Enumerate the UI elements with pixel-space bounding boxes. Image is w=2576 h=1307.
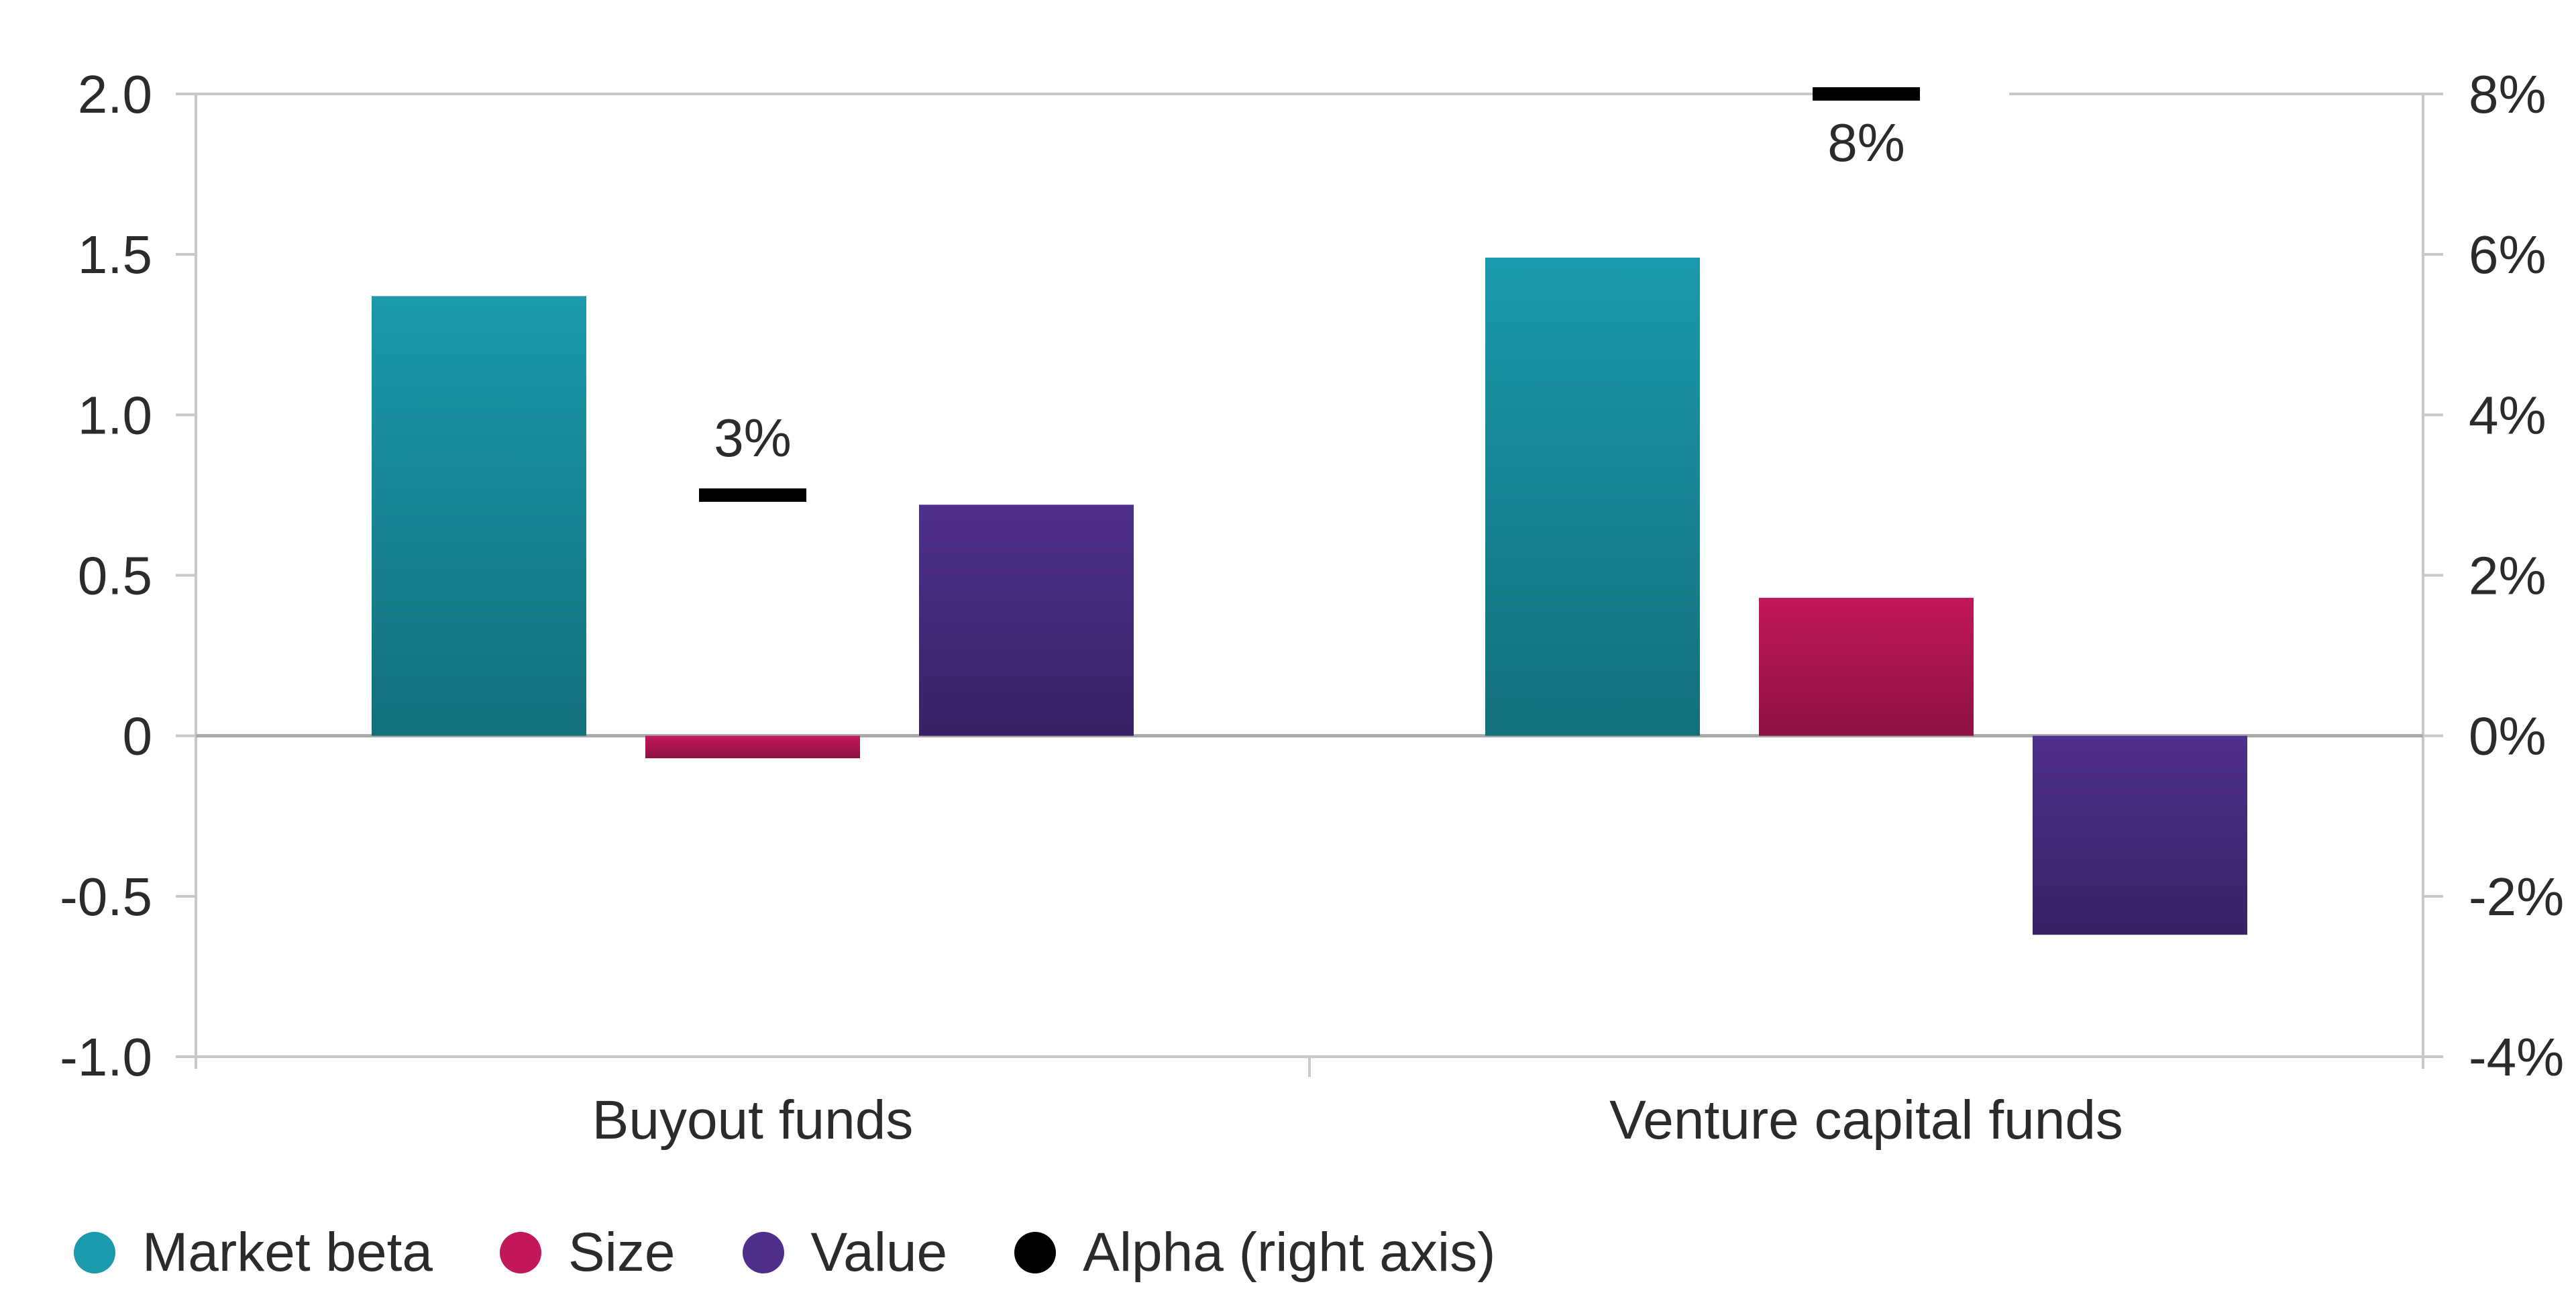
legend-swatch-market-beta — [74, 1232, 115, 1273]
bars — [372, 257, 2247, 935]
legend-swatch-alpha — [1014, 1232, 1057, 1273]
legend-item-alpha: Alpha (right axis) — [1014, 1221, 1495, 1284]
labels: 2.0 1.5 1.0 0.5 0 -0.5 -1.0 8% 6% 4% 2% 0% -2% -4% 3% B… — [60, 64, 2564, 1151]
legend-swatch-size — [499, 1232, 541, 1273]
legend-item-market-beta: Market beta — [74, 1221, 433, 1284]
y-tick-label: 1.5 — [78, 225, 152, 284]
legend-item-size: Size — [499, 1221, 676, 1284]
x-category-label: Venture capital funds — [1609, 1090, 2123, 1151]
legend-label-market-beta: Market beta — [142, 1222, 433, 1283]
bar-market-beta — [372, 296, 586, 736]
bar-value — [919, 505, 1134, 736]
bar-value — [2033, 735, 2247, 935]
bar-size — [1759, 597, 1974, 736]
y2-tick-label: 6% — [2469, 225, 2546, 284]
y-tick-label: 2.0 — [78, 64, 152, 124]
alpha-data-label: 8% — [1827, 113, 1905, 172]
y2-tick-label: -2% — [2469, 867, 2564, 927]
y2-tick-label: 0% — [2469, 707, 2546, 766]
legend-label-value: Value — [810, 1222, 948, 1283]
legend-label-alpha: Alpha (right axis) — [1083, 1222, 1496, 1283]
y-tick-label: 0 — [123, 707, 153, 766]
y2-tick-label: 2% — [2469, 546, 2546, 606]
y-tick-label: -0.5 — [60, 867, 152, 927]
y-tick-label: 0.5 — [78, 546, 152, 606]
legend-label-size: Size — [568, 1222, 676, 1283]
y-tick-label: -1.0 — [60, 1027, 152, 1087]
legend: Market beta Size Value Alpha (right axis… — [74, 1221, 1562, 1284]
bar-market-beta — [1485, 257, 1700, 736]
y2-tick-label: 4% — [2469, 385, 2546, 445]
y2-tick-label: -4% — [2469, 1027, 2564, 1087]
alpha-marker — [699, 488, 806, 502]
alpha-marker — [1813, 87, 1920, 101]
legend-item-value: Value — [742, 1221, 948, 1284]
legend-swatch-value — [742, 1232, 784, 1273]
y-tick-label: 1.0 — [78, 385, 152, 445]
bar-size — [645, 735, 860, 759]
alpha-data-label: 3% — [714, 408, 792, 468]
alpha-markers — [699, 87, 1920, 502]
y2-tick-label: 8% — [2469, 64, 2546, 124]
x-category-label: Buyout funds — [592, 1090, 914, 1151]
